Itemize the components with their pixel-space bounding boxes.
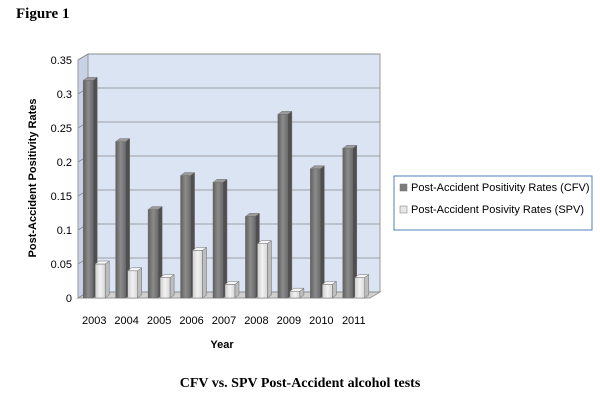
y-tick-label: 0.2 — [57, 157, 72, 169]
y-tick-label: 0.35 — [51, 55, 72, 67]
bar-spv-2011 — [354, 274, 370, 299]
figure-caption: CFV vs. SPV Post-Accident alcohol tests — [179, 376, 421, 391]
bar-cfv-2010 — [309, 165, 326, 299]
bar-spv-2004 — [126, 267, 143, 299]
legend-swatch — [399, 205, 408, 214]
bar-cfv-2009 — [277, 110, 293, 299]
x-axis-ticks: 2003 2004 2005 2006 2007 2008 2009 2010 2011 — [82, 315, 366, 327]
y-axis-ticks: 0 0.05 0.1 0.15 0.2 0.25 0.3 0.35 — [51, 55, 72, 305]
x-tick-label: 2010 — [309, 315, 333, 327]
y-tick-label: 0.3 — [57, 89, 72, 101]
legend-entry: Post-Accident Posivity Rates (SPV) — [411, 204, 584, 216]
legend-swatch — [399, 183, 408, 192]
y-tick-label: 0.1 — [57, 225, 72, 237]
x-tick-label: 2009 — [277, 315, 301, 327]
bar-cfv-2004 — [114, 138, 131, 299]
x-tick-label: 2005 — [147, 315, 171, 327]
back-wall — [87, 53, 381, 293]
legend-box — [393, 175, 593, 231]
x-tick-label: 2007 — [212, 315, 236, 327]
bar-cfv-2007 — [212, 178, 228, 299]
x-tick-label: 2004 — [114, 315, 138, 327]
bar-cfv-2011 — [342, 144, 358, 299]
y-tick-label: 0.25 — [51, 123, 72, 135]
bar-spv-2007 — [224, 280, 240, 299]
y-tick-label: 0 — [66, 293, 72, 305]
bar-spv-2009 — [289, 287, 305, 299]
x-tick-label: 2003 — [82, 315, 106, 327]
bar-spv-2010 — [321, 280, 338, 299]
x-tick-label: 2011 — [342, 315, 366, 327]
x-tick-label: 2008 — [244, 315, 268, 327]
gridline — [77, 53, 380, 61]
y-tick-label: 0.05 — [51, 259, 72, 271]
bar-spv-2005 — [159, 274, 175, 299]
bar-spv-2003 — [94, 260, 110, 299]
bars — [82, 76, 370, 299]
legend-entry: Post-Accident Positivity Rates (CFV) — [411, 182, 590, 194]
y-tick-label: 0.15 — [51, 191, 72, 203]
x-axis-title: Year — [210, 339, 234, 351]
figure-label: Figure 1 — [16, 6, 70, 22]
bar-spv-2006 — [191, 246, 208, 299]
x-tick-label: 2006 — [179, 315, 203, 327]
bar-spv-2008 — [256, 240, 273, 299]
legend: Post-Accident Positivity Rates (CFV) Post… — [393, 175, 593, 231]
y-axis-title: Post-Accident Positivity Rates — [27, 99, 39, 258]
